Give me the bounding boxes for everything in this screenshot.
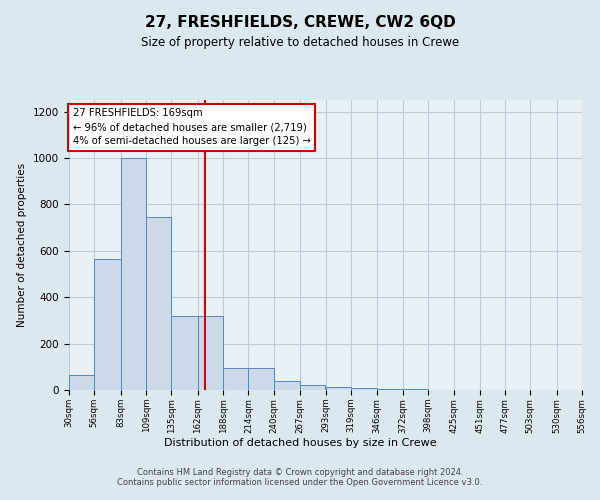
Bar [172,316,198,390]
Text: 27, FRESHFIELDS, CREWE, CW2 6QD: 27, FRESHFIELDS, CREWE, CW2 6QD [145,15,455,30]
Bar [198,316,223,390]
Text: Distribution of detached houses by size in Crewe: Distribution of detached houses by size … [164,438,436,448]
Text: 27 FRESHFIELDS: 169sqm
← 96% of detached houses are smaller (2,719)
4% of semi-d: 27 FRESHFIELDS: 169sqm ← 96% of detached… [73,108,311,146]
Bar [377,389,403,390]
Bar [146,217,172,390]
Text: Size of property relative to detached houses in Crewe: Size of property relative to detached ho… [141,36,459,49]
Bar [69,375,94,390]
Bar [121,158,146,390]
Bar [325,386,351,390]
Bar [274,380,300,390]
Bar [248,368,274,390]
Bar [300,386,325,390]
Bar [94,259,121,390]
Text: Contains HM Land Registry data © Crown copyright and database right 2024.
Contai: Contains HM Land Registry data © Crown c… [118,468,482,487]
Bar [223,368,248,390]
Bar [351,388,377,390]
Y-axis label: Number of detached properties: Number of detached properties [17,163,28,327]
